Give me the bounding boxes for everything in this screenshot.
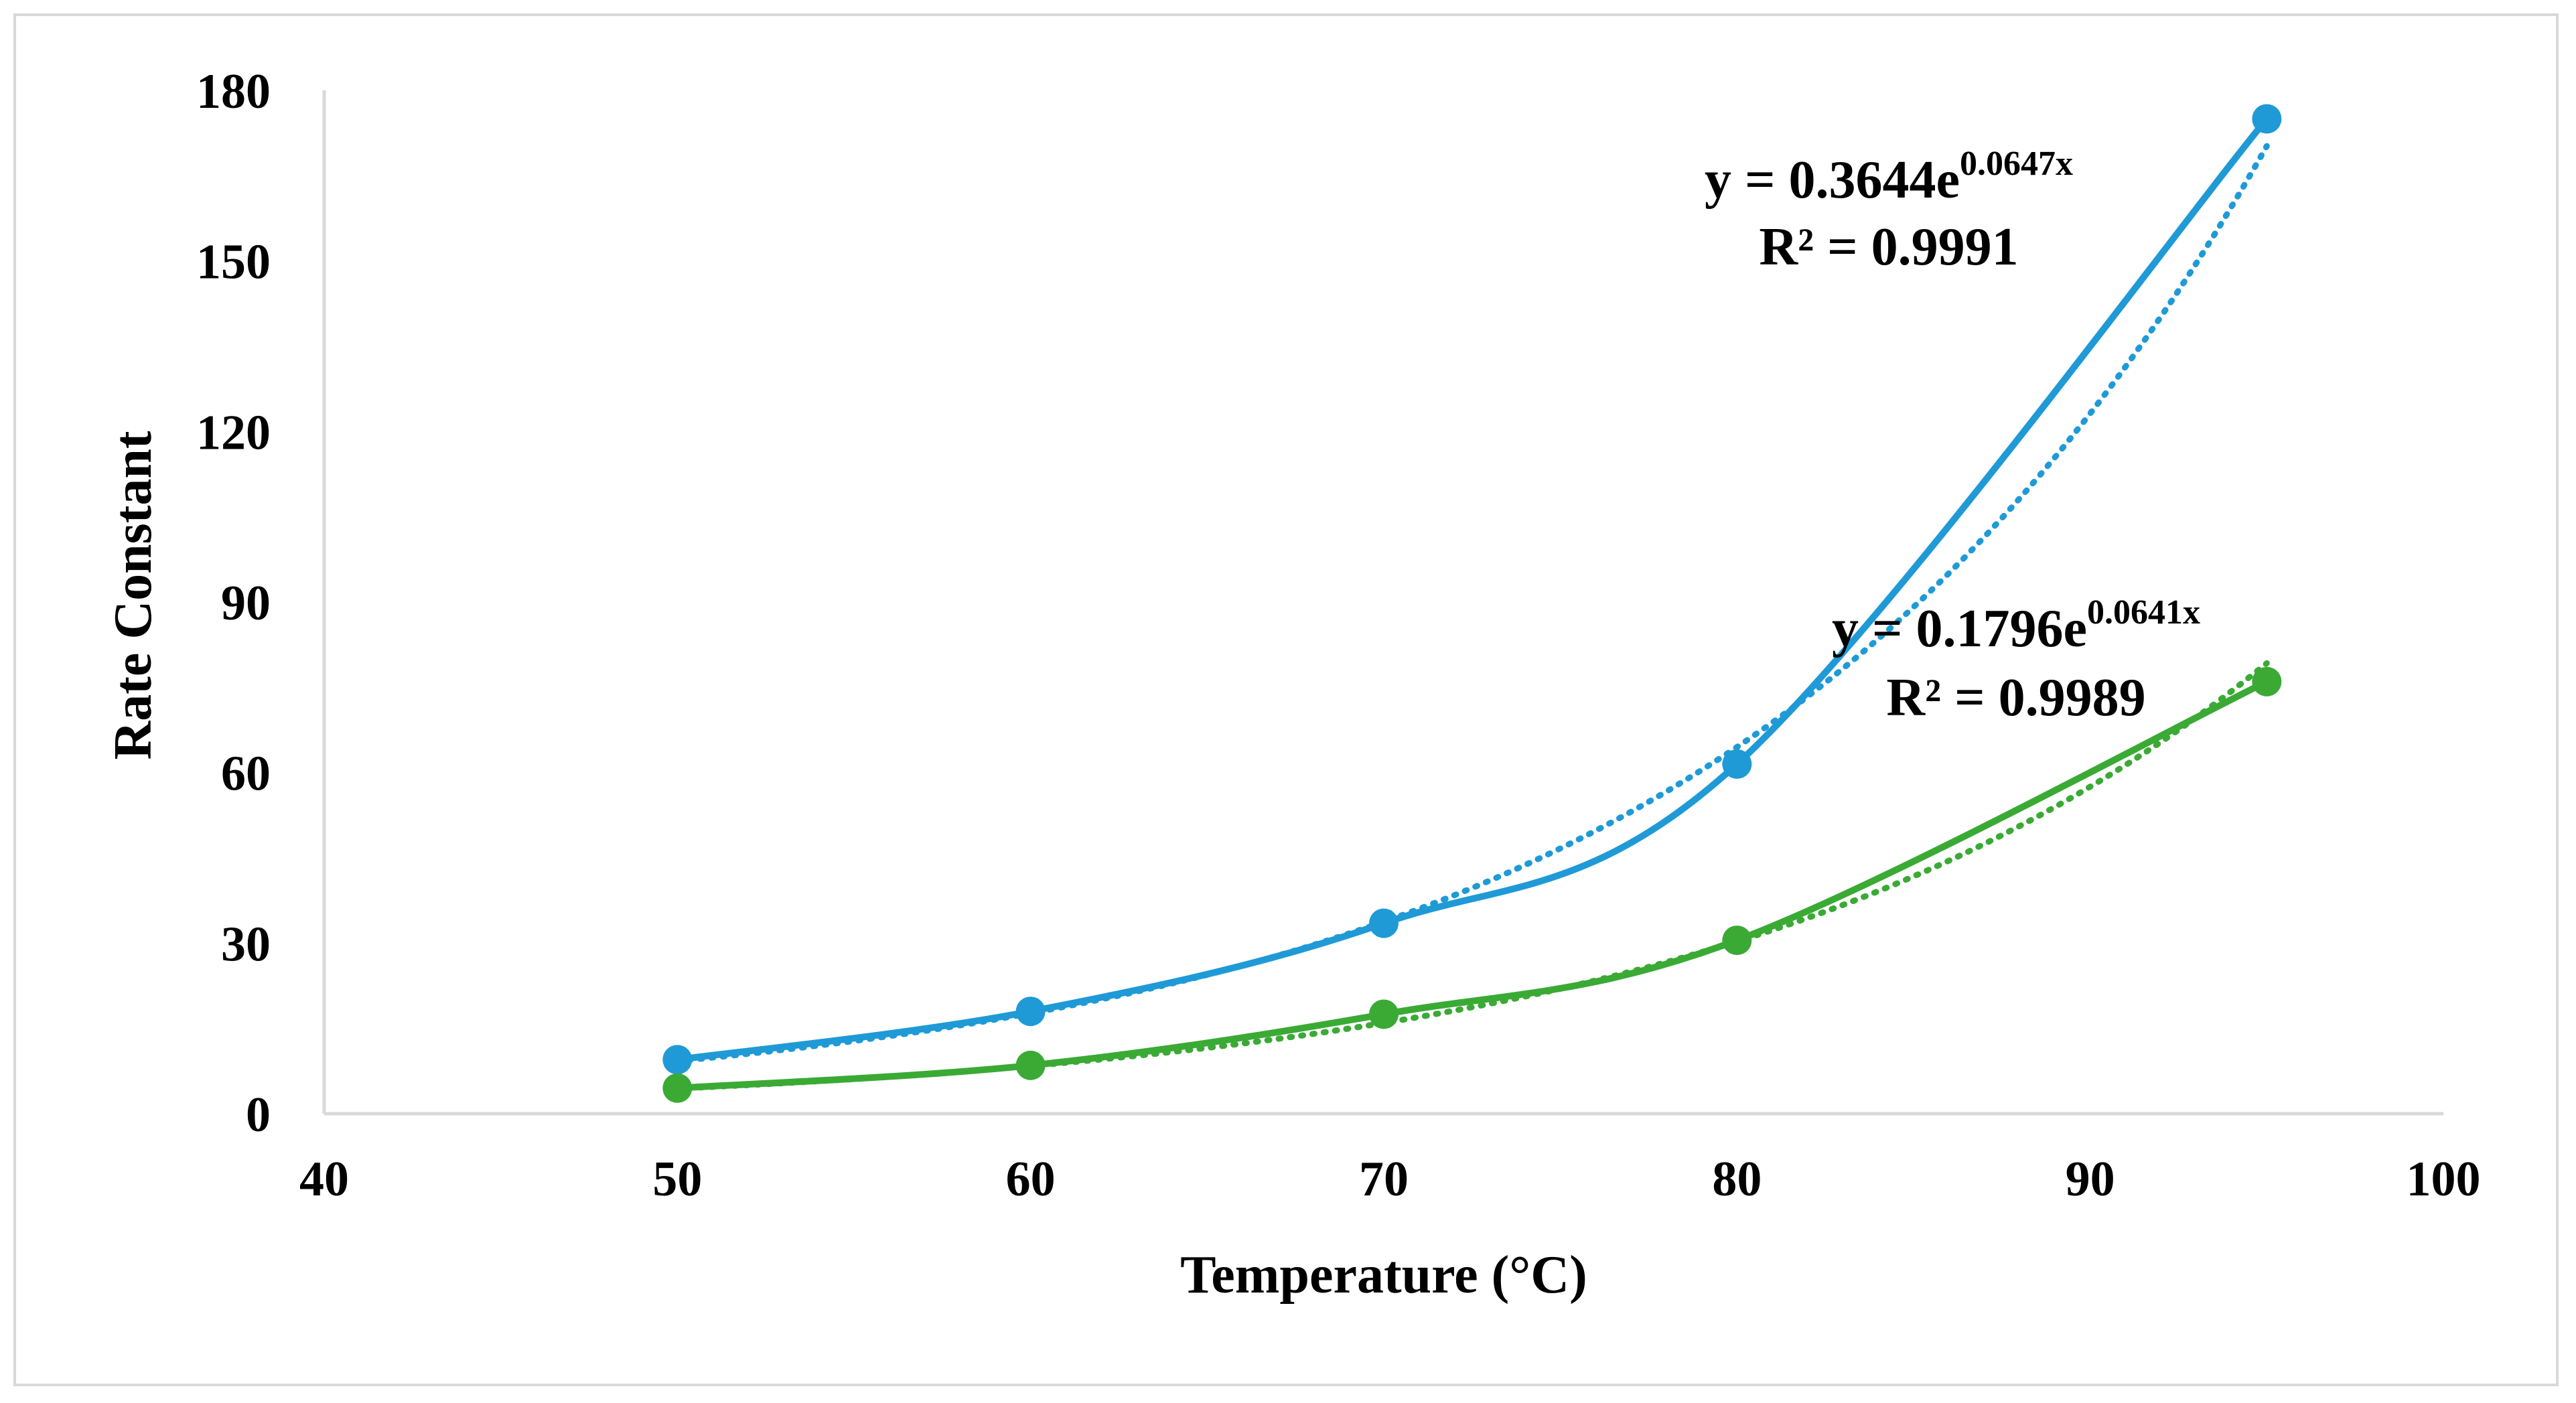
equation-exponent-1: 0.0647x [1960,145,2073,183]
x-axis-title: Temperature (°C) [1180,1246,1587,1305]
data-point-series-2 [2252,666,2282,696]
y-tick-label: 180 [196,64,271,119]
series-lines [674,115,2271,1092]
data-points [662,104,2282,1103]
y-tick-labels: 0 30 60 90 120 150 180 [196,64,271,1142]
equation-main-1: y = 0.3644e [1705,151,1960,210]
x-tick-label: 80 [1712,1152,1762,1207]
x-tick-label: 100 [2407,1152,2481,1207]
data-point-series-1 [1015,996,1046,1027]
svg-text:y = 0.1796e0.0641x: y = 0.1796e0.0641x [1832,593,2200,658]
y-tick-label: 120 [196,405,271,460]
trendline-series-1 [674,143,2270,1064]
y-tick-label: 0 [246,1088,271,1142]
x-tick-labels: 40 50 60 70 80 90 100 [299,1152,2481,1207]
data-point-series-1 [1369,908,1399,938]
r-squared-2: R² = 0.9989 [1886,668,2145,727]
chart-frame [13,13,2559,1386]
trendline-equation-series-2: y = 0.1796e0.0641x R² = 0.9989 [1832,593,2200,727]
y-tick-label: 90 [221,576,271,631]
data-point-series-2 [1722,926,1752,956]
data-point-series-2 [1015,1050,1046,1080]
data-point-series-2 [662,1073,693,1103]
x-tick-label: 40 [299,1152,349,1207]
x-tick-label: 50 [652,1152,702,1207]
series-line-2 [674,678,2271,1092]
y-axis-title: Rate Constant [104,431,163,759]
equation-exponent-2: 0.0641x [2087,593,2200,632]
x-tick-label: 70 [1359,1152,1409,1207]
y-tick-label: 30 [221,917,271,972]
r-squared-1: R² = 0.9991 [1759,218,2018,277]
data-point-series-1 [662,1045,693,1075]
equation-main-2: y = 0.1796e [1832,599,2087,658]
x-tick-label: 60 [1006,1152,1056,1207]
svg-text:y = 0.3644e0.0647x: y = 0.3644e0.0647x [1705,145,2073,210]
y-tick-label: 60 [221,747,271,802]
x-tick-label: 90 [2066,1152,2115,1207]
data-point-series-2 [1369,999,1399,1029]
axes [322,90,2443,1116]
y-tick-label: 150 [196,235,271,290]
data-point-series-1 [2252,104,2282,134]
data-point-series-1 [1722,749,1752,779]
trendline-equation-series-1: y = 0.3644e0.0647x R² = 0.9991 [1705,145,2073,277]
series-line-1 [674,115,2271,1063]
